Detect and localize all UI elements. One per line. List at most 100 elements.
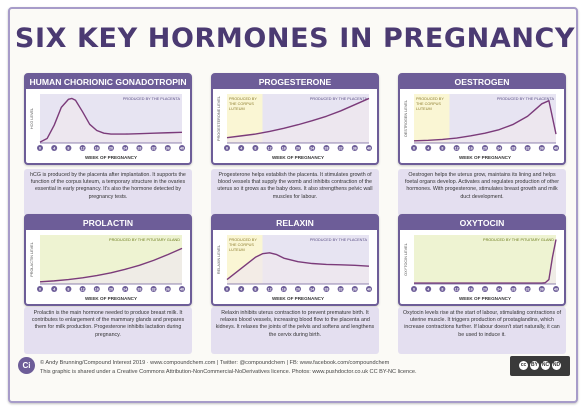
tick-marker bbox=[136, 145, 143, 151]
band-label: LUTEUM bbox=[229, 107, 245, 111]
compound-interest-logo: Ci bbox=[18, 357, 35, 374]
tick-marker bbox=[150, 286, 157, 292]
tick-label: 12 bbox=[81, 146, 85, 150]
tick-label: 36 bbox=[540, 146, 544, 150]
tick-label: 28 bbox=[511, 287, 515, 291]
tick-marker bbox=[524, 145, 531, 151]
progesterone-description: Progesterone helps establish the placent… bbox=[211, 169, 379, 216]
nd-icon: ND bbox=[552, 361, 561, 371]
tick-label: 28 bbox=[324, 146, 328, 150]
tick-label: 40 bbox=[180, 146, 184, 150]
chart-panel-progesterone: PROGESTERONE PRODUCED BY THE CORPUS LUTEUM… bbox=[211, 73, 379, 165]
x-axis-label: WEEK OF PREGNANCY bbox=[85, 155, 137, 160]
series-line bbox=[39, 247, 183, 283]
tick-label: 20 bbox=[483, 287, 487, 291]
panel-title: PROLACTIN bbox=[26, 216, 190, 230]
tick-label: 12 bbox=[268, 146, 272, 150]
prolactin-description: Prolactin is the main hormone needed to … bbox=[24, 307, 192, 354]
tick-marker bbox=[150, 145, 157, 151]
chart-panel-prolactin: PROLACTIN PRODUCED BY THE PITUITARY GLAN… bbox=[24, 214, 192, 306]
tick-marker bbox=[65, 145, 72, 151]
tick-marker bbox=[93, 286, 100, 292]
y-axis-label: PROGESTERONE LEVEL bbox=[217, 96, 221, 141]
tick-marker bbox=[224, 286, 230, 292]
tick-marker bbox=[37, 286, 43, 292]
tick-label: 0 bbox=[39, 146, 41, 150]
tick-label: 20 bbox=[296, 146, 300, 150]
tick-label: 16 bbox=[469, 146, 473, 150]
band-label: PRODUCED BY THE PITUITARY GLAND bbox=[483, 238, 554, 242]
tick-label: 24 bbox=[310, 146, 314, 150]
tick-marker bbox=[179, 145, 185, 151]
tick-label: 4 bbox=[53, 146, 55, 150]
tick-label: 16 bbox=[469, 287, 473, 291]
tick-marker bbox=[351, 145, 358, 151]
tick-marker bbox=[238, 145, 245, 151]
tick-marker bbox=[136, 286, 143, 292]
tick-marker bbox=[323, 145, 330, 151]
tick-label: 24 bbox=[497, 287, 501, 291]
source-band-corpus bbox=[414, 94, 450, 143]
cc-license-badge: cc BY NC ND bbox=[510, 356, 570, 376]
tick-label: 12 bbox=[268, 287, 272, 291]
tick-label: 12 bbox=[455, 287, 459, 291]
x-axis-label: WEEK OF PREGNANCY bbox=[272, 296, 324, 301]
x-axis-label: WEEK OF PREGNANCY bbox=[272, 155, 324, 160]
tick-marker bbox=[467, 145, 474, 151]
tick-marker bbox=[108, 286, 114, 292]
tick-label: 32 bbox=[152, 287, 156, 291]
tick-label: 8 bbox=[67, 146, 69, 150]
tick-label: 20 bbox=[296, 287, 300, 291]
tick-marker bbox=[496, 286, 503, 292]
tick-label: 32 bbox=[339, 287, 343, 291]
tick-label: 32 bbox=[152, 146, 156, 150]
y-axis-label: RELAXIN LEVEL bbox=[217, 245, 221, 274]
tick-marker bbox=[538, 286, 545, 292]
tick-label: 16 bbox=[282, 146, 286, 150]
tick-label: 0 bbox=[226, 287, 228, 291]
tick-marker bbox=[252, 145, 259, 151]
series-area bbox=[227, 98, 369, 143]
tick-label: 12 bbox=[455, 146, 459, 150]
tick-label: 8 bbox=[441, 287, 443, 291]
tick-marker bbox=[323, 286, 330, 292]
tick-marker bbox=[51, 286, 58, 292]
tick-marker bbox=[65, 286, 72, 292]
tick-marker bbox=[411, 145, 417, 151]
tick-label: 36 bbox=[166, 146, 170, 150]
tick-label: 40 bbox=[367, 146, 371, 150]
tick-marker bbox=[439, 145, 446, 151]
x-axis-label: WEEK OF PREGNANCY bbox=[85, 296, 137, 301]
band-label: PRODUCED BY THE PITUITARY GLAND bbox=[109, 238, 180, 242]
tick-marker bbox=[496, 145, 503, 151]
tick-marker bbox=[453, 286, 460, 292]
tick-marker bbox=[425, 145, 432, 151]
series-line bbox=[226, 97, 370, 139]
y-axis-label: HCG LEVEL bbox=[30, 108, 34, 129]
tick-label: 32 bbox=[526, 146, 530, 150]
tick-label: 28 bbox=[137, 287, 141, 291]
tick-label: 0 bbox=[226, 146, 228, 150]
panel-title: PROGESTERONE bbox=[213, 75, 377, 89]
tick-label: 36 bbox=[353, 287, 357, 291]
tick-marker bbox=[366, 286, 372, 292]
tick-marker bbox=[351, 286, 358, 292]
tick-label: 20 bbox=[483, 146, 487, 150]
tick-marker bbox=[482, 286, 488, 292]
tick-marker bbox=[266, 145, 273, 151]
series-line bbox=[39, 97, 183, 143]
panel-title: OESTROGEN bbox=[400, 75, 564, 89]
tick-label: 24 bbox=[310, 287, 314, 291]
band-label: THE CORPUS bbox=[416, 102, 441, 106]
chart-panel-relaxin: RELAXIN PRODUCED BY THE CORPUS LUTEUM PRODU… bbox=[211, 214, 379, 306]
tick-marker bbox=[122, 145, 129, 151]
tick-marker bbox=[309, 286, 316, 292]
tick-label: 28 bbox=[324, 287, 328, 291]
tick-marker bbox=[553, 286, 559, 292]
tick-label: 4 bbox=[240, 287, 242, 291]
tick-marker bbox=[467, 286, 474, 292]
tick-label: 40 bbox=[554, 146, 558, 150]
panel-title: HUMAN CHORIONIC GONADOTROPIN bbox=[26, 75, 190, 89]
